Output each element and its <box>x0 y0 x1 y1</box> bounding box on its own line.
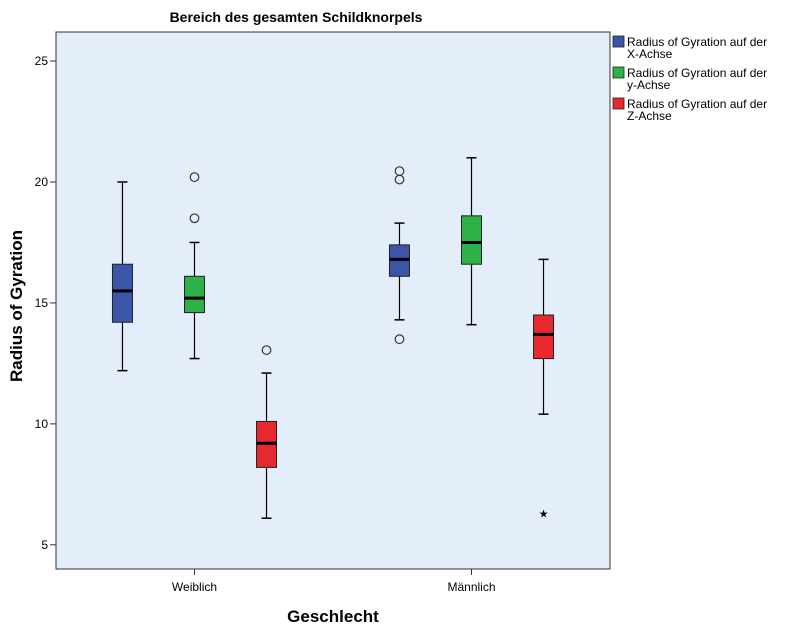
box-0-0 <box>111 181 133 372</box>
x-axis: Weiblich Männlich <box>172 569 496 594</box>
box-1-1 <box>461 157 482 326</box>
boxes-layer: ★ <box>111 157 555 520</box>
legend-swatch <box>612 66 625 79</box>
legend-swatch <box>612 35 625 48</box>
box-iqr <box>461 215 482 265</box>
legend-label-line: y-Achse <box>627 78 671 92</box>
legend-label-line: Radius of Gyration auf der <box>627 35 767 49</box>
x-tick-label: Weiblich <box>172 580 217 594</box>
outlier-point <box>189 213 200 224</box>
y-tick-label: 20 <box>35 175 49 189</box>
box-2-1: ★ <box>533 258 555 520</box>
legend-label: Radius of Gyration auf der y-Achse <box>627 66 767 92</box>
outlier-point <box>261 345 272 355</box>
legend-label-line: Radius of Gyration auf der <box>627 97 767 111</box>
outlier-point <box>394 334 405 345</box>
legend-label: Radius of Gyration auf der Z-Achse <box>627 97 767 123</box>
legend: Radius of Gyration auf der X-AchseRadius … <box>612 35 767 123</box>
y-tick-label: 5 <box>41 538 48 552</box>
y-tick-label: 25 <box>35 54 49 68</box>
x-tick-label: Männlich <box>447 580 495 594</box>
legend-label-line: X-Achse <box>627 47 673 61</box>
extreme-point: ★ <box>539 507 549 520</box>
x-axis-title: Geschlecht <box>287 607 379 626</box>
outlier-point <box>189 172 200 183</box>
legend-swatch <box>612 97 625 110</box>
y-tick-label: 15 <box>35 296 49 310</box>
box-0-1 <box>388 166 410 345</box>
chart-title: Bereich des gesamten Schildknorpels <box>170 9 423 25</box>
legend-label-line: Z-Achse <box>627 109 672 123</box>
y-axis-title: Radius of Gyration <box>7 230 26 382</box>
box-1-0 <box>184 172 205 360</box>
y-tick-label: 10 <box>35 417 49 431</box>
outlier-point <box>394 174 405 185</box>
box-iqr <box>533 314 555 360</box>
box-iqr <box>111 263 133 323</box>
plot-area <box>55 31 611 570</box>
box-2-0 <box>256 345 278 519</box>
box-iqr <box>184 275 205 314</box>
y-axis: 5 10 15 20 25 <box>35 54 56 552</box>
legend-label: Radius of Gyration auf der X-Achse <box>627 35 767 61</box>
legend-label-line: Radius of Gyration auf der <box>627 66 767 80</box>
